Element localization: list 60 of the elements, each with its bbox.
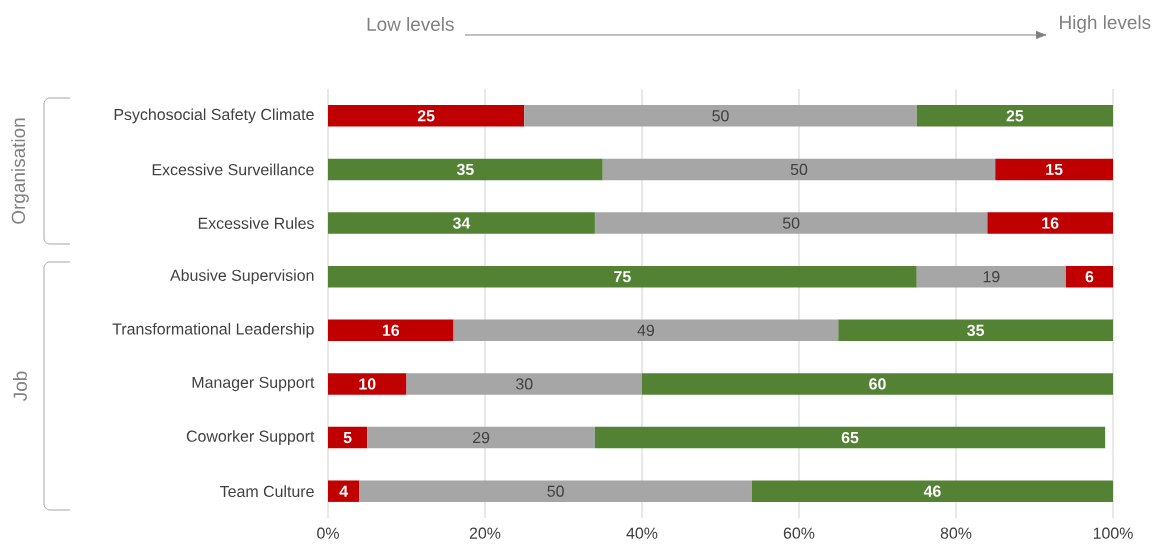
y-tick-label: Transformational Leadership xyxy=(112,322,314,338)
data-label: 25 xyxy=(417,110,435,122)
bar xyxy=(367,426,595,449)
data-label: 16 xyxy=(1042,217,1059,229)
bar xyxy=(453,319,839,342)
data-label: 75 xyxy=(614,271,631,283)
bar xyxy=(916,265,1066,288)
bar xyxy=(328,480,360,502)
data-label: 4 xyxy=(339,485,349,497)
data-label: 6 xyxy=(1085,271,1094,283)
x-tick-label: 100% xyxy=(1093,527,1133,539)
data-label: 65 xyxy=(841,431,859,444)
bar xyxy=(594,426,1106,449)
bar xyxy=(838,319,1114,342)
data-label: 34 xyxy=(452,217,471,229)
text: Job xyxy=(13,371,27,401)
y-tick-label: Coworker Support xyxy=(186,430,315,445)
text: Low levels xyxy=(367,17,454,31)
data-label: 16 xyxy=(382,324,400,336)
y-tick-label: Abusive Supervision xyxy=(170,269,314,285)
data-label: 10 xyxy=(359,378,376,390)
bar xyxy=(524,105,917,127)
data-label: 15 xyxy=(1046,163,1063,176)
data-label: 49 xyxy=(637,324,655,336)
bar xyxy=(916,105,1114,127)
data-label: 5 xyxy=(343,432,352,444)
data-label: 50 xyxy=(790,163,808,176)
data-label: 19 xyxy=(983,271,1000,283)
bar xyxy=(328,426,368,449)
bar xyxy=(642,373,1114,395)
bar xyxy=(406,373,642,395)
text: Organisation xyxy=(11,118,29,224)
bar xyxy=(751,480,1114,502)
y-tick-label: Excessive Rules xyxy=(198,217,314,229)
bar xyxy=(328,319,454,342)
x-tick-label: 0% xyxy=(317,527,339,539)
data-label: 50 xyxy=(712,110,729,122)
y-tick-label: Psychosocial Safety Climate xyxy=(114,108,314,124)
data-label: 50 xyxy=(547,485,564,497)
x-tick-label: 40% xyxy=(626,527,658,539)
x-tick-label: 20% xyxy=(469,527,501,539)
bar xyxy=(359,480,752,502)
data-label: 30 xyxy=(516,378,533,390)
data-label: 50 xyxy=(782,217,800,229)
data-label: 29 xyxy=(473,431,490,444)
y-tick-label: Manager Support xyxy=(192,376,315,392)
data-label: 35 xyxy=(456,163,474,176)
data-label: 46 xyxy=(923,485,941,497)
x-tick-label: 60% xyxy=(783,527,815,539)
text: High levels xyxy=(1060,15,1151,33)
y-tick-label: Team Culture xyxy=(220,485,314,498)
bar xyxy=(602,158,996,181)
bar xyxy=(328,105,525,127)
data-label: 35 xyxy=(967,324,985,336)
bar xyxy=(328,373,407,395)
data-label: 60 xyxy=(869,378,886,390)
y-tick-label: Excessive Surveillance xyxy=(152,163,314,176)
x-tick-label: 80% xyxy=(940,527,972,539)
data-label: 25 xyxy=(1006,110,1024,122)
bar xyxy=(594,212,988,234)
